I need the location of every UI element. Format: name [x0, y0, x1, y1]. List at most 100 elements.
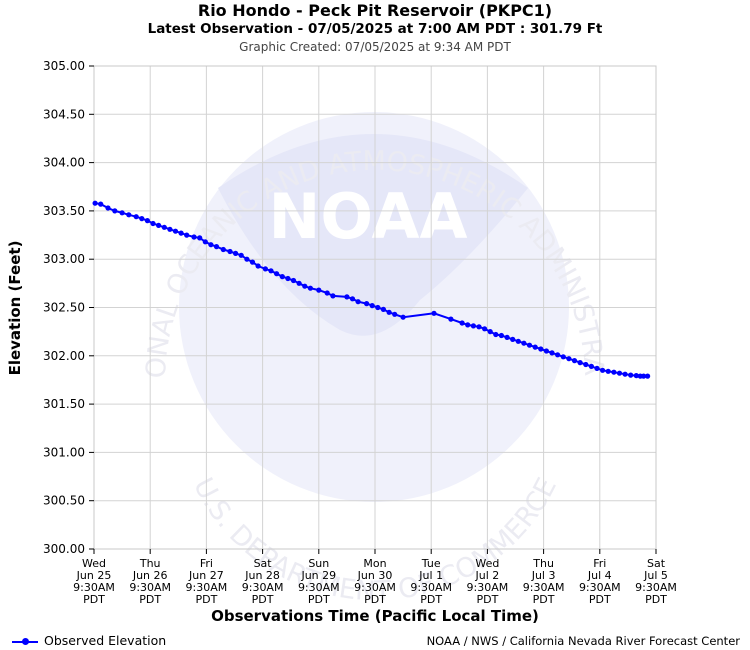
- x-tick-label-time: 9:30AM: [186, 581, 228, 594]
- data-point: [510, 336, 516, 342]
- data-point: [285, 275, 291, 282]
- data-point: [628, 372, 634, 378]
- x-tick-label-tz: PDT: [252, 593, 274, 606]
- data-point: [616, 370, 623, 376]
- data-point: [220, 246, 226, 253]
- data-point: [571, 358, 578, 364]
- footer-credit: NOAA / NWS / California Nevada River For…: [426, 634, 740, 648]
- data-point: [156, 222, 162, 228]
- x-tick-label-date: Jun 25: [76, 569, 112, 582]
- x-tick-label-date: Jul 2: [475, 569, 500, 582]
- data-point: [238, 252, 244, 258]
- x-tick-label-tz: PDT: [645, 593, 667, 606]
- data-point: [233, 250, 239, 256]
- x-tick-label-time: 9:30AM: [410, 581, 452, 594]
- x-tick-label-date: Jul 5: [643, 569, 668, 582]
- x-tick-label-date: Jun 30: [357, 569, 393, 582]
- data-point: [302, 283, 308, 289]
- data-point: [459, 320, 465, 326]
- data-point: [498, 332, 504, 339]
- data-point: [355, 299, 361, 305]
- x-tick-label-tz: PDT: [420, 593, 442, 606]
- x-tick-label-tz: PDT: [83, 593, 105, 606]
- x-tick-label-tz: PDT: [195, 593, 217, 606]
- data-point: [144, 218, 150, 224]
- data-point: [307, 285, 313, 291]
- x-tick-label-tz: PDT: [139, 593, 161, 606]
- x-tick-label-day: Tue: [421, 557, 441, 570]
- data-point: [392, 311, 398, 317]
- chart-title: Rio Hondo - Peck Pit Reservoir (PKPC1): [197, 1, 553, 20]
- data-point: [386, 309, 392, 315]
- data-point: [465, 322, 471, 328]
- data-point: [208, 242, 214, 248]
- data-point: [526, 342, 533, 348]
- data-point: [504, 334, 510, 340]
- data-point: [560, 354, 566, 360]
- data-point: [645, 373, 651, 379]
- data-point: [139, 216, 145, 222]
- y-axis: 300.00 300.50 301.00 301.50 302.00 302.50 303.…: [43, 59, 94, 556]
- watermark-gull: [218, 134, 528, 336]
- x-tick-label-date: Jun 28: [244, 569, 280, 582]
- data-point: [349, 296, 356, 302]
- legend-line-marker-icon: [12, 635, 38, 647]
- data-point: [369, 303, 375, 309]
- x-tick-label-time: 9:30AM: [129, 581, 171, 594]
- data-point: [274, 271, 280, 277]
- data-point: [515, 338, 521, 344]
- data-point: [316, 287, 322, 293]
- x-tick-label-tz: PDT: [533, 593, 555, 606]
- x-tick-label-date: Jun 26: [132, 569, 168, 582]
- data-point: [600, 367, 606, 373]
- x-tick-label-time: 9:30AM: [635, 581, 677, 594]
- data-point: [244, 256, 250, 262]
- data-point: [605, 368, 611, 374]
- x-tick-label-day: Fri: [200, 557, 213, 570]
- data-point: [279, 274, 285, 280]
- x-tick-label-date: Jun 29: [300, 569, 336, 582]
- data-point: [611, 369, 617, 375]
- data-point: [268, 268, 274, 274]
- graphic-created: Graphic Created: 07/05/2025 at 9:34 AM P…: [239, 40, 511, 54]
- data-point: [213, 244, 220, 250]
- x-tick-label-tz: PDT: [364, 593, 386, 606]
- x-tick-label-day: Sat: [647, 557, 666, 570]
- legend-label: Observed Elevation: [44, 633, 167, 648]
- data-point: [172, 228, 179, 234]
- x-tick-label-time: 9:30AM: [467, 581, 509, 594]
- data-point: [641, 373, 647, 379]
- data-point: [161, 224, 167, 230]
- x-tick-label-day: Wed: [475, 557, 499, 570]
- x-tick-label-day: Fri: [593, 557, 606, 570]
- x-tick-label-day: Wed: [82, 557, 106, 570]
- x-tick-label-time: 9:30AM: [523, 581, 565, 594]
- y-tick-label: 302.00: [43, 349, 85, 363]
- data-point: [227, 248, 233, 255]
- data-point: [577, 360, 583, 366]
- x-tick-label-date: Jun 27: [188, 569, 224, 582]
- data-point: [622, 371, 628, 377]
- x-tick-label-date: Jul 1: [418, 569, 443, 582]
- data-point: [344, 294, 350, 300]
- data-point: [133, 214, 139, 220]
- y-tick-label: 300.00: [43, 542, 85, 556]
- x-tick-label-tz: PDT: [476, 593, 498, 606]
- data-point: [431, 310, 437, 316]
- x-tick-label-day: Mon: [363, 557, 386, 570]
- data-point: [532, 344, 538, 350]
- data-point: [330, 293, 336, 299]
- noaa-watermark: NOAA NATIONAL OCEANIC AND ATMOSPHERIC AD…: [0, 0, 609, 607]
- data-point: [543, 348, 550, 354]
- data-point: [470, 323, 476, 329]
- data-point: [583, 361, 589, 368]
- x-tick-label-day: Sat: [254, 557, 273, 570]
- data-point: [538, 346, 544, 352]
- data-point: [126, 212, 132, 218]
- data-point: [167, 226, 173, 232]
- x-tick-label-tz: PDT: [308, 593, 330, 606]
- x-tick-label-time: 9:30AM: [73, 581, 115, 594]
- data-point: [487, 329, 493, 335]
